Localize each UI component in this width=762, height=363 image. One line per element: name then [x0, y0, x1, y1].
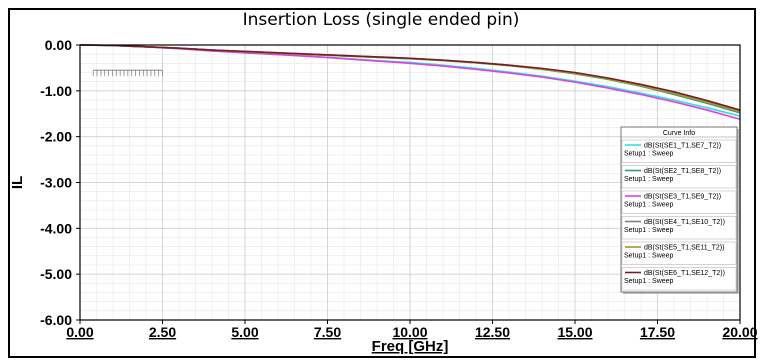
- series-line: [79, 44, 741, 111]
- x-tick-label: 20.00: [722, 324, 757, 340]
- x-tick-label: 7.50: [314, 324, 341, 340]
- legend-entry-setup: Setup1 : Sweep: [624, 278, 674, 285]
- x-tick-label: 17.50: [640, 324, 675, 340]
- series-layer: [79, 44, 741, 121]
- y-tick-label: -2.00: [40, 129, 72, 145]
- y-tick-label: -6.00: [40, 312, 72, 328]
- legend-entry-box: [621, 190, 737, 214]
- legend-entry-box: [621, 267, 737, 291]
- axes: 0.00 2.50 5.00 7.50 10.00 12.50 15.00 17.50 20.0…: [9, 37, 758, 355]
- legend-entry-name: dB(St(SE4_T1,SE10_T2)): [644, 219, 725, 226]
- chart-title: Insertion Loss (single ended pin): [242, 10, 520, 30]
- y-tick-label: -5.00: [40, 266, 72, 282]
- y-tick-label: -3.00: [40, 175, 72, 191]
- legend-title: Curve Info: [663, 130, 695, 137]
- legend-entry-setup: Setup1 : Sweep: [624, 253, 674, 260]
- legend-entry-name: dB(St(SE6_T1,SE12_T2)): [644, 270, 725, 277]
- legend-entry-box: [621, 139, 737, 163]
- legend-entry-setup: Setup1 : Sweep: [624, 151, 674, 158]
- x-tick-label: 2.50: [149, 324, 176, 340]
- x-tick-label: 5.00: [231, 324, 258, 340]
- legend-entry-setup: Setup1 : Sweep: [624, 202, 674, 209]
- legend-entry-box: [621, 165, 737, 189]
- x-tick-label: 10.00: [392, 324, 427, 340]
- legend-entry-name: dB(St(SE1_T1,SE7_T2)): [644, 143, 721, 150]
- legend-entry-box: [621, 216, 737, 240]
- x-tick-label: 12.50: [475, 324, 510, 340]
- marker-annotation: [92, 69, 163, 77]
- y-tick-label: -1.00: [40, 83, 72, 99]
- legend-entry-name: dB(St(SE2_T1,SE8_T2)): [644, 168, 721, 175]
- legend-entry-name: dB(St(SE3_T1,SE9_T2)): [644, 194, 721, 201]
- x-tick-label: 0.00: [66, 324, 93, 340]
- legend-entry-setup: Setup1 : Sweep: [624, 227, 674, 234]
- y-tick-label: -4.00: [40, 220, 72, 236]
- x-axis-label: Freq [GHz]: [372, 338, 449, 355]
- y-axis-label: IL: [9, 176, 26, 189]
- legend-entry-box: [621, 241, 737, 265]
- legend-entry-setup: Setup1 : Sweep: [624, 176, 674, 183]
- x-tick-label: 15.00: [557, 324, 592, 340]
- y-tick-label: 0.00: [45, 37, 72, 53]
- legend-entry-name: dB(St(SE5_T1,SE11_T2)): [644, 245, 724, 252]
